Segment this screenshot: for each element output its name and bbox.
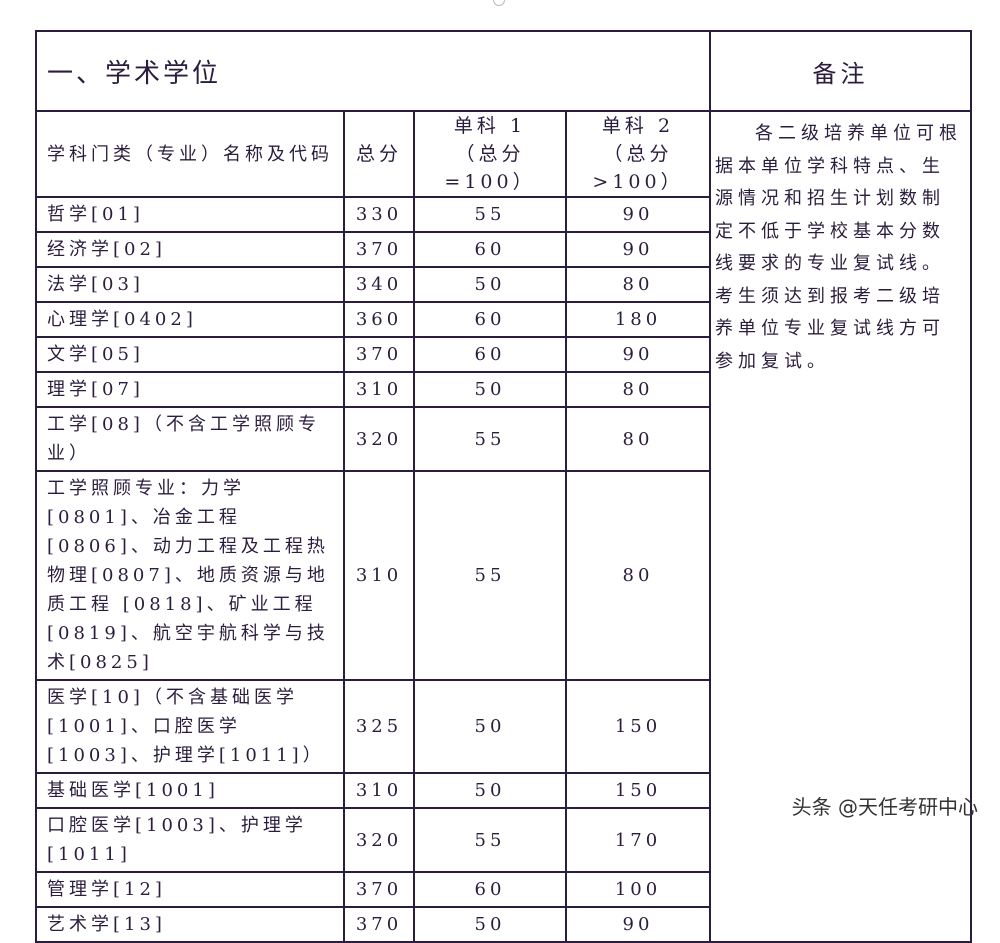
- subject-name: 法学[03]: [35, 266, 345, 303]
- single2-score: 80: [565, 266, 711, 303]
- remarks-text: 各二级培养单位可根据本单位学科特点、生源情况和招生计划数制定不低于学校基本分数线…: [709, 110, 972, 943]
- section-title: 一、学术学位: [35, 30, 711, 112]
- single1-score: 50: [413, 679, 567, 774]
- subject-name: 工学照顾专业：力学[0801]、冶金工程[0806]、动力工程及工程热物理[08…: [35, 470, 345, 681]
- single2-score: 180: [565, 301, 711, 338]
- watermark: 头条 @天任考研中心: [791, 795, 978, 819]
- header-single1-line2: （总分=100）: [444, 143, 536, 193]
- single2-score: 90: [565, 196, 711, 233]
- single2-score: 90: [565, 231, 711, 268]
- header-name: 学科门类（专业）名称及代码: [35, 110, 345, 198]
- single1-score: 55: [413, 470, 567, 681]
- single2-score: 150: [565, 772, 711, 809]
- single1-score: 60: [413, 231, 567, 268]
- single1-score: 55: [413, 196, 567, 233]
- table-row: 工学照顾专业：力学[0801]、冶金工程[0806]、动力工程及工程热物理[08…: [35, 470, 971, 681]
- table-row: 经济学[02] 370 60 90: [35, 231, 971, 268]
- single1-score: 55: [413, 406, 567, 472]
- total-score: 320: [343, 807, 415, 873]
- subject-name: 基础医学[1001]: [35, 772, 345, 809]
- header-single2-line1: 单科 2: [601, 115, 675, 137]
- table-row: 工学[08]（不含工学照顾专业） 320 55 80: [35, 406, 971, 472]
- single2-score: 150: [565, 679, 711, 774]
- single1-score: 50: [413, 906, 567, 943]
- total-score: 320: [343, 406, 415, 472]
- subject-name: 医学[10]（不含基础医学[1001]、口腔医学[1003]、护理学[1011]…: [35, 679, 345, 774]
- single2-score: 80: [565, 470, 711, 681]
- total-score: 325: [343, 679, 415, 774]
- subject-name: 艺术学[13]: [35, 906, 345, 943]
- table-row: 文学[05] 370 60 90: [35, 336, 971, 373]
- table-row: 医学[10]（不含基础医学[1001]、口腔医学[1003]、护理学[1011]…: [35, 679, 971, 774]
- total-score: 370: [343, 906, 415, 943]
- single1-score: 50: [413, 772, 567, 809]
- single2-score: 100: [565, 871, 711, 908]
- subject-name: 文学[05]: [35, 336, 345, 373]
- table-row: 基础医学[1001] 310 50 150: [35, 772, 971, 809]
- single1-score: 55: [413, 807, 567, 873]
- subject-name: 管理学[12]: [35, 871, 345, 908]
- total-score: 330: [343, 196, 415, 233]
- table-row: 法学[03] 340 50 80: [35, 266, 971, 303]
- subject-name: 经济学[02]: [35, 231, 345, 268]
- total-score: 310: [343, 470, 415, 681]
- header-single2-line2: （总分>100）: [592, 143, 684, 193]
- subject-name: 口腔医学[1003]、护理学[1011]: [35, 807, 345, 873]
- total-score: 370: [343, 231, 415, 268]
- table-row: 哲学[01] 330 55 90: [35, 196, 971, 233]
- single2-score: 80: [565, 371, 711, 408]
- single2-score: 90: [565, 336, 711, 373]
- remarks-title: 备注: [709, 30, 972, 112]
- table-row: 心理学[0402] 360 60 180: [35, 301, 971, 338]
- subject-name: 工学[08]（不含工学照顾专业）: [35, 406, 345, 472]
- single1-score: 60: [413, 301, 567, 338]
- header-single1-line1: 单科 1: [453, 115, 527, 137]
- total-score: 310: [343, 371, 415, 408]
- single2-score: 80: [565, 406, 711, 472]
- single1-score: 50: [413, 266, 567, 303]
- total-score: 360: [343, 301, 415, 338]
- header-single1: 单科 1 （总分=100）: [413, 110, 567, 198]
- subject-name: 哲学[01]: [35, 196, 345, 233]
- total-score: 310: [343, 772, 415, 809]
- single1-score: 60: [413, 336, 567, 373]
- header-single2: 单科 2 （总分>100）: [565, 110, 711, 198]
- single2-score: 90: [565, 906, 711, 943]
- total-score: 370: [343, 871, 415, 908]
- total-score: 340: [343, 266, 415, 303]
- header-total: 总分: [343, 110, 415, 198]
- single1-score: 50: [413, 371, 567, 408]
- single2-score: 170: [565, 807, 711, 873]
- table-row: 理学[07] 310 50 80: [35, 371, 971, 408]
- subject-name: 理学[07]: [35, 371, 345, 408]
- single1-score: 60: [413, 871, 567, 908]
- subject-name: 心理学[0402]: [35, 301, 345, 338]
- score-table: 一、学术学位 备注 学科门类（专业）名称及代码 总分 单科 1 （总分=100） …: [35, 30, 972, 943]
- top-mark: [493, 0, 505, 6]
- total-score: 370: [343, 336, 415, 373]
